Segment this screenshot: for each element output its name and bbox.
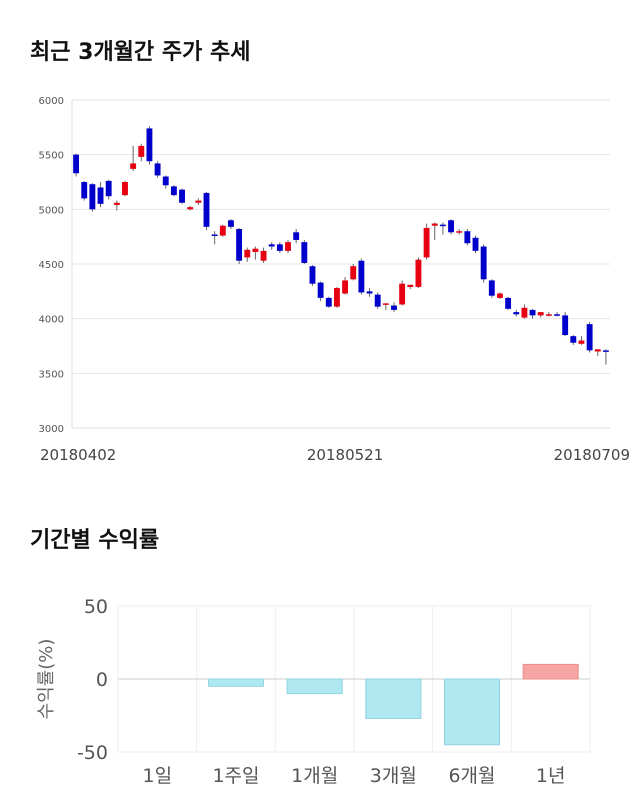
candle: [358, 260, 365, 293]
candle: [578, 340, 585, 344]
x-tick-label: 1개월: [291, 765, 338, 787]
candle: [505, 297, 512, 309]
candle: [521, 307, 528, 318]
candle: [179, 189, 185, 203]
candle: [570, 336, 577, 343]
price-chart-title: 최근 3개월간 주가 추세: [30, 40, 251, 65]
x-tick-label: 6개월: [448, 765, 495, 787]
candlestick-chart: 3000 3500 4000 4500 5000 5500 6000 20180402 2018…: [39, 96, 630, 464]
returns-chart-title: 기간별 수익률: [30, 528, 160, 553]
y-tick-label: -50: [77, 742, 108, 764]
candle: [513, 312, 520, 315]
candle: [456, 231, 463, 233]
candle: [113, 202, 120, 205]
candle: [423, 227, 430, 258]
return-bar: [365, 678, 422, 719]
y-axis-label: 수익률(%): [36, 639, 57, 720]
candle: [325, 297, 332, 307]
candle: [317, 282, 324, 298]
candle: [488, 280, 495, 296]
candle: [562, 315, 569, 336]
candle: [415, 259, 422, 287]
candle: [293, 232, 300, 240]
candle: [594, 349, 601, 352]
candle: [162, 176, 169, 186]
candle: [399, 283, 406, 305]
x-tick-label: 20180521: [307, 446, 383, 464]
y-tick-label: 0: [96, 669, 108, 691]
return-bar: [286, 678, 343, 695]
candle: [73, 154, 80, 174]
x-tick-label: 1주일: [212, 765, 259, 787]
candle: [586, 324, 593, 351]
x-tick-label: 1일: [143, 765, 173, 787]
candle: [350, 266, 357, 280]
y-tick-label: 3500: [39, 369, 64, 380]
x-tick-label: 1년: [536, 765, 566, 787]
candle: [130, 163, 137, 169]
x-tick-label: 3개월: [370, 765, 417, 787]
y-tick-label: 4500: [39, 260, 64, 271]
candle: [497, 293, 503, 298]
candle: [333, 288, 340, 307]
candle: [285, 242, 291, 251]
candle: [366, 291, 373, 294]
candle: [89, 184, 96, 210]
candle: [105, 180, 112, 197]
candle: [391, 305, 397, 310]
candle: [203, 192, 210, 227]
y-tick-label: 4000: [39, 315, 64, 326]
candle: [537, 312, 544, 316]
candle: [219, 225, 226, 236]
x-tick-label: 20180709: [554, 446, 630, 464]
y-tick-label: 50: [84, 596, 108, 618]
return-bar: [207, 678, 265, 687]
candle: [276, 244, 283, 251]
candle: [170, 186, 177, 196]
candle: [309, 266, 316, 284]
y-tick-label: 6000: [39, 96, 64, 107]
candle: [236, 229, 243, 261]
candle: [138, 145, 145, 157]
candle: [448, 220, 454, 233]
candle: [252, 248, 259, 252]
candle: [439, 224, 446, 227]
return-bar: [522, 663, 579, 680]
candle: [122, 182, 128, 196]
x-tick-label: 20180402: [40, 446, 116, 464]
candle: [195, 200, 202, 203]
candle: [260, 250, 267, 261]
candle: [554, 314, 560, 316]
candle: [407, 284, 414, 287]
candle: [472, 237, 479, 251]
candle: [382, 303, 389, 305]
candle: [187, 207, 194, 210]
y-tick-label: 5000: [39, 205, 64, 216]
candle: [545, 314, 552, 316]
returns-bar-chart: -50 0 50 1일 1주일 1개월 3개월 6개월 1년 수익률(%): [36, 596, 591, 787]
candle: [81, 182, 88, 199]
return-bar: [443, 678, 501, 746]
candle: [268, 244, 275, 247]
candle: [228, 220, 234, 227]
y-tick-label: 3000: [39, 424, 64, 435]
candle: [342, 280, 349, 294]
candle: [146, 128, 153, 162]
candle: [244, 249, 251, 258]
candle: [301, 242, 308, 263]
candle: [154, 163, 161, 176]
candle: [97, 187, 104, 204]
y-tick-label: 5500: [39, 151, 64, 162]
candle: [374, 294, 381, 307]
candle: [211, 234, 218, 236]
candle: [431, 223, 438, 226]
candle: [529, 309, 536, 316]
candle: [602, 350, 609, 352]
candle: [464, 231, 471, 244]
candle: [480, 246, 487, 280]
